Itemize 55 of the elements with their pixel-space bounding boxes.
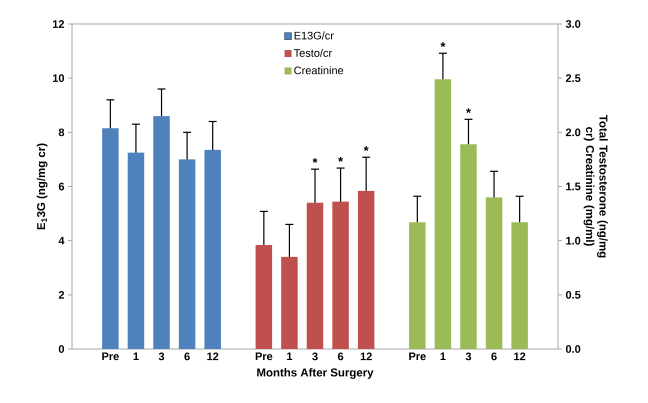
x-tick-label: 3 [466,352,472,360]
x-tick-label: 12 [207,352,218,360]
x-tick-label: 3 [312,352,318,360]
y-axis-title: E$_{1}$3G (ng/mg cr) [36,144,48,230]
x-tick-label: Pre [409,352,426,360]
x-tick-label: 12 [360,352,372,360]
y2-tick-label: 0.5 [566,290,580,299]
y2-tick-label: 3.0 [566,20,580,28]
bar [178,159,196,349]
legend-label: Testo/cr [294,48,332,57]
bar [204,150,221,349]
y2-tick-label: 1.0 [566,236,580,245]
bar [434,79,452,349]
bar [153,116,170,349]
bar [409,222,426,349]
bar [486,197,502,349]
legend-label: Creatinine [294,66,344,74]
x-tick-label: Pre [256,352,272,360]
data-label: * [440,42,446,47]
bar [460,144,477,349]
bar [358,190,374,349]
y-tick-label: 2 [58,291,64,299]
data-label: * [364,146,369,151]
y-tick-label: 4 [58,236,64,244]
x-tick-label: 12 [514,352,526,360]
y-tick-label: 6 [58,182,64,190]
x-tick-label: 6 [338,352,344,360]
y2-tick-label: 2.0 [566,128,580,136]
data-label: * [338,156,344,162]
bar [102,128,119,349]
y2-axis-title: Total Testosterone (ng/mg cr) Creatinine (mg/ml) [584,114,608,258]
y2-tick-label: 0.0 [566,345,580,353]
x-tick-label: Pre [102,352,119,360]
bar [306,202,324,349]
bar [511,222,528,349]
x-tick-label: 1 [440,352,446,360]
y-tick-label: 12 [52,20,64,28]
x-tick-label: 1 [287,352,292,360]
bar [281,256,298,349]
x-tick-label: 3 [158,352,164,360]
x-tick-label: 6 [491,352,497,360]
y-tick-label: 8 [58,128,64,136]
x-axis-title: Months After Surgery [257,368,374,379]
y2-tick-label: 1.5 [566,182,580,190]
legend-label: E13G/cr [294,31,334,40]
bar [256,245,272,349]
y2-tick-label: 2.5 [566,74,580,82]
data-label: * [312,158,318,163]
y-tick-label: 10 [52,74,64,82]
y-tick-label: 0 [58,345,64,353]
x-tick-label: 6 [184,352,190,360]
data-label: * [466,108,471,114]
bar [128,152,144,349]
bar [332,202,349,349]
x-tick-label: 1 [134,352,139,360]
